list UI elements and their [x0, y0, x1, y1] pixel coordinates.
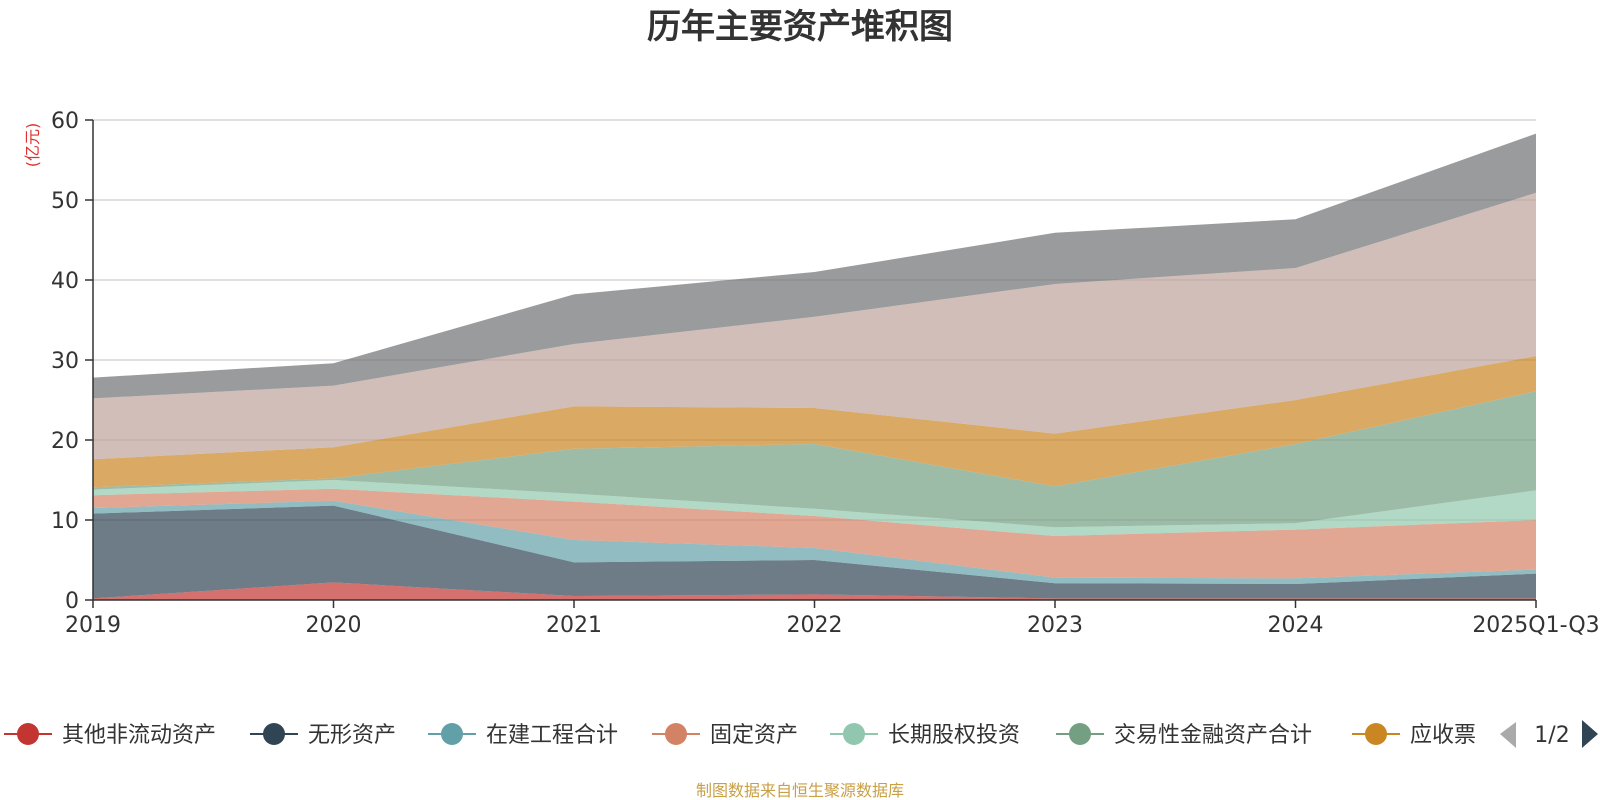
legend-prev-arrow-icon[interactable]	[1500, 722, 1516, 748]
legend-label: 应收票	[1410, 723, 1476, 748]
legend-label: 固定资产	[710, 723, 798, 748]
axes: 0 10 20 30 40 50 60 2019 2020 2021 2022 2023 2024 202…	[51, 109, 1600, 638]
area-series-7	[93, 192, 1536, 460]
x-tick-label: 2019	[65, 613, 121, 638]
x-tick-label: 2020	[306, 613, 362, 638]
legend-marker	[843, 723, 865, 745]
y-tick-label: 40	[51, 269, 79, 294]
source-note: 制图数据来自恒生聚源数据库	[696, 781, 904, 800]
legend-label: 其他非流动资产	[62, 723, 216, 748]
y-tick-label: 30	[51, 349, 79, 374]
legend-item-5[interactable]: 交易性金融资产合计	[1056, 723, 1312, 748]
chart-title: 历年主要资产堆积图	[647, 7, 953, 47]
legend-item-2[interactable]: 在建工程合计	[428, 723, 618, 748]
legend-item-3[interactable]: 固定资产	[652, 723, 798, 748]
legend-page-indicator: 1/2	[1534, 723, 1569, 748]
area-series-1	[93, 505, 1536, 599]
x-tick-label: 2025Q1-Q3	[1472, 613, 1599, 638]
y-tick-label: 50	[51, 189, 79, 214]
legend-label: 在建工程合计	[486, 723, 618, 748]
legend: 其他非流动资产 无形资产 在建工程合计 固定资产 长期股权投资 交易性金融资产合计 应收票 1…	[4, 720, 1598, 748]
area-series-3	[93, 488, 1536, 579]
area-series-8	[93, 133, 1536, 399]
area-series-5	[93, 391, 1536, 528]
legend-marker	[441, 723, 463, 745]
area-series-4	[93, 480, 1536, 536]
x-tick-label: 2022	[787, 613, 843, 638]
legend-item-0[interactable]: 其他非流动资产	[4, 723, 216, 748]
y-tick-label: 0	[65, 589, 79, 614]
y-tick-label: 60	[51, 109, 79, 134]
legend-marker	[1069, 723, 1091, 745]
legend-marker	[17, 723, 39, 745]
area-series-0	[93, 582, 1536, 600]
y-axis-unit-label: (亿元)	[23, 123, 42, 168]
x-tick-label: 2024	[1268, 613, 1324, 638]
legend-item-6[interactable]: 应收票	[1352, 723, 1476, 748]
legend-item-1[interactable]: 无形资产	[250, 723, 396, 748]
legend-label: 无形资产	[308, 723, 396, 748]
legend-marker	[665, 723, 687, 745]
x-tick-label: 2023	[1027, 613, 1083, 638]
legend-item-4[interactable]: 长期股权投资	[830, 723, 1020, 748]
legend-marker	[263, 723, 285, 745]
legend-next-arrow-icon[interactable]	[1582, 720, 1598, 748]
x-tick-label: 2021	[546, 613, 602, 638]
legend-label: 交易性金融资产合计	[1114, 723, 1312, 748]
y-tick-label: 10	[51, 509, 79, 534]
legend-marker	[1365, 723, 1387, 745]
area-series-2	[93, 500, 1536, 584]
y-tick-label: 20	[51, 429, 79, 454]
area-series-group	[93, 133, 1536, 600]
area-series-6	[93, 356, 1536, 488]
legend-label: 长期股权投资	[888, 723, 1020, 748]
